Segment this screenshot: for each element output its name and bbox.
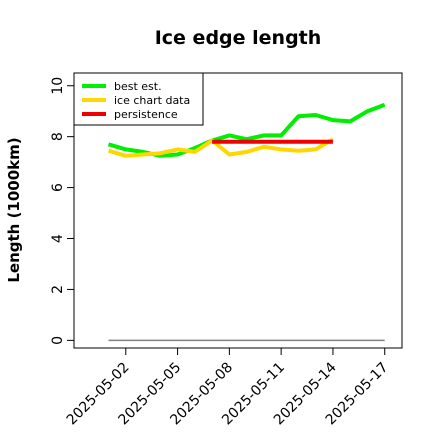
series-line-ice-chart-data bbox=[107, 137, 334, 158]
legend-label: best est. bbox=[114, 80, 162, 93]
legend-label: persistence bbox=[114, 108, 178, 121]
y-tick-label: 4 bbox=[50, 234, 66, 243]
plot-frame bbox=[73, 72, 403, 349]
y-tick-label: 10 bbox=[50, 77, 66, 95]
legend-box bbox=[73, 72, 204, 126]
chart-title: Ice edge length bbox=[155, 27, 322, 49]
legend-label: ice chart data bbox=[114, 94, 190, 107]
y-tick-label: 0 bbox=[50, 336, 66, 345]
y-tick-label: 2 bbox=[50, 285, 66, 294]
y-tick-label: 6 bbox=[50, 183, 66, 192]
plot-area: 02468102025-05-022025-05-052025-05-08202… bbox=[50, 72, 403, 428]
y-axis-label: Length (1000km) bbox=[5, 137, 23, 282]
y-tick-label: 8 bbox=[50, 132, 66, 141]
